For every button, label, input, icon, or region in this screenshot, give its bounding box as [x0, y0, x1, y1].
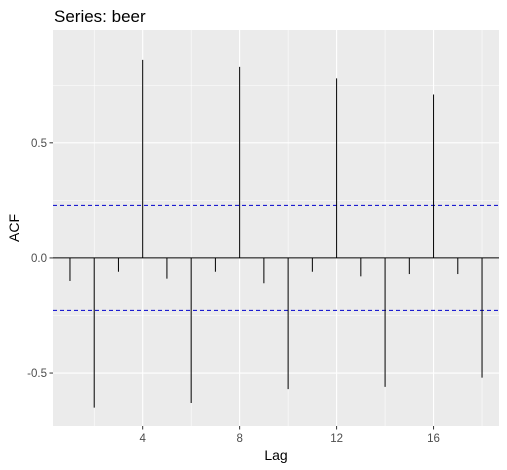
x-tick-label: 12 — [330, 433, 343, 445]
chart-title: Series: beer — [54, 7, 146, 26]
x-axis-ticks: 4 8 12 16 — [139, 426, 440, 445]
x-axis-title: Lag — [264, 447, 287, 463]
x-tick-label: 4 — [139, 433, 146, 445]
plot-panel — [53, 30, 499, 426]
y-axis-ticks: -0.5 0.0 0.5 — [27, 138, 53, 380]
y-tick-label: 0.5 — [31, 138, 47, 150]
x-tick-label: 16 — [427, 433, 440, 445]
acf-spikes — [69, 59, 483, 408]
y-tick-label: -0.5 — [27, 368, 47, 380]
minor-gridlines — [53, 30, 499, 426]
confidence-bounds — [53, 204, 499, 311]
y-tick-label: 0.0 — [31, 253, 47, 265]
x-tick-label: 8 — [236, 433, 242, 445]
y-axis-title: ACF — [6, 214, 22, 242]
